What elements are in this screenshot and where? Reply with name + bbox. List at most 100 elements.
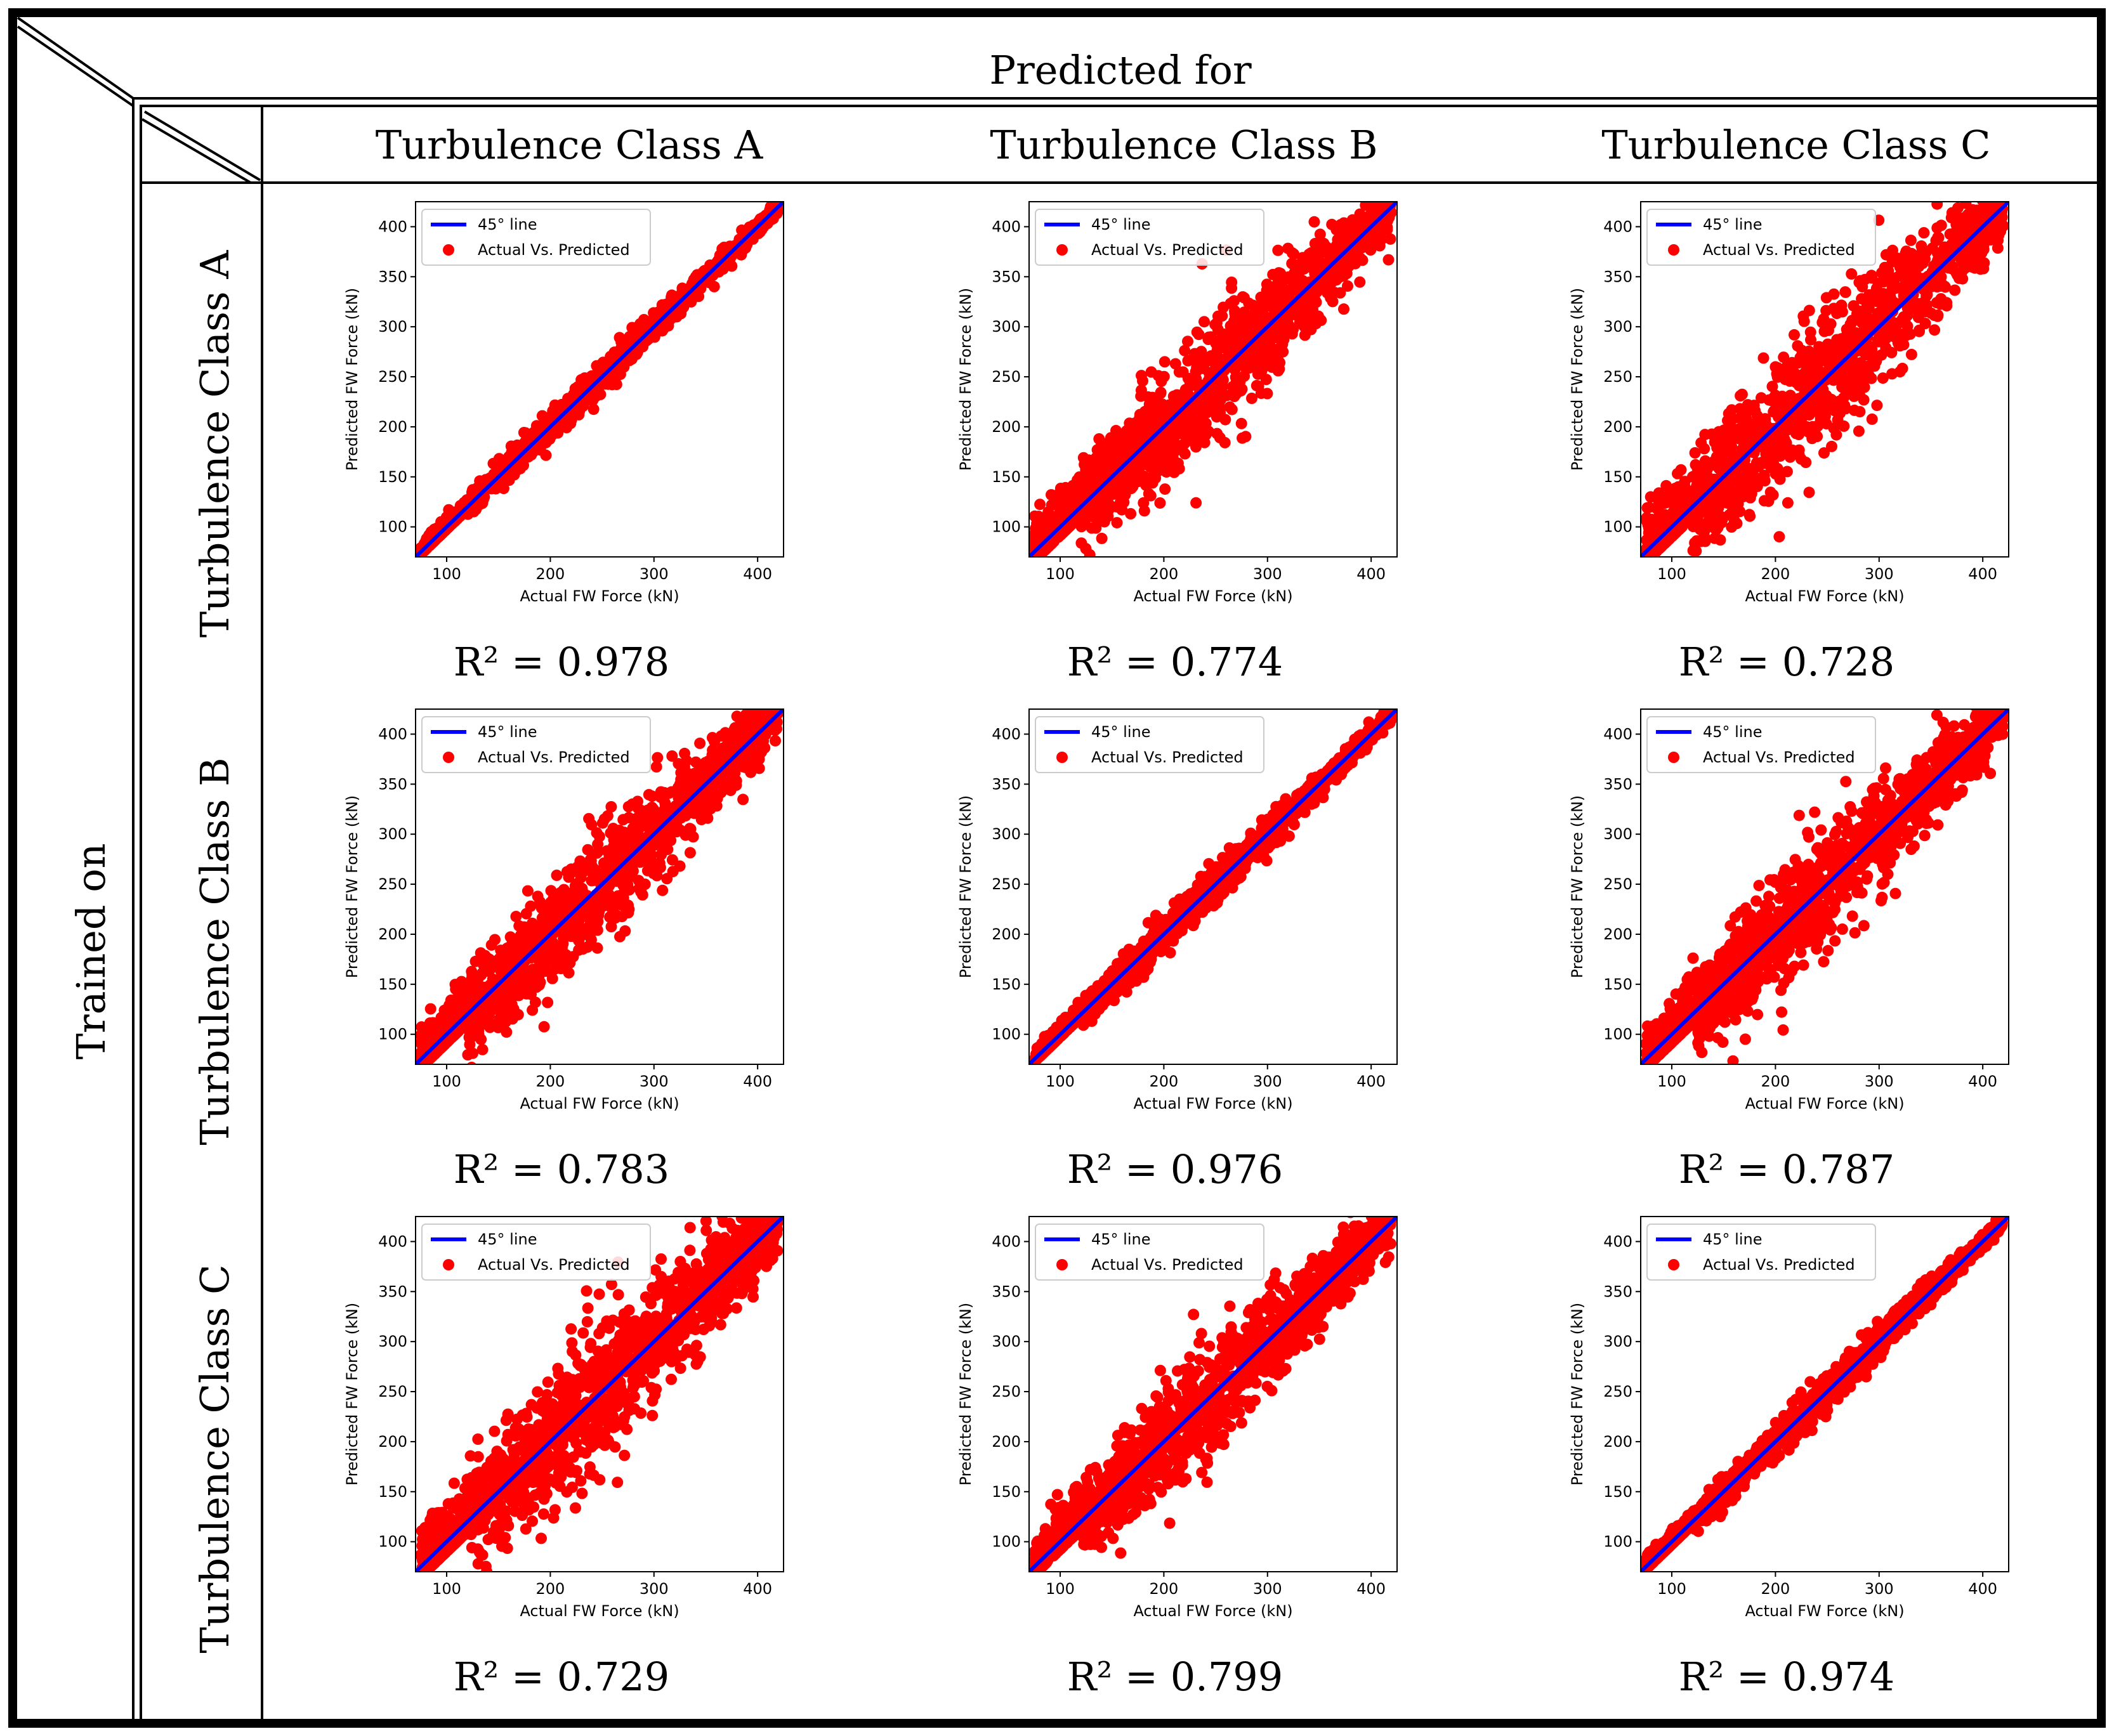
data-point — [1211, 411, 1223, 423]
data-point — [1176, 441, 1188, 453]
data-point — [1818, 325, 1830, 337]
data-point — [662, 844, 674, 856]
data-point — [1286, 328, 1298, 340]
data-point — [1818, 346, 1830, 358]
data-point — [1905, 234, 1917, 246]
data-point — [1304, 298, 1316, 310]
data-point — [1213, 352, 1224, 364]
data-point — [1803, 486, 1815, 499]
data-point — [1782, 497, 1794, 509]
data-point — [1744, 510, 1756, 522]
row-header-class-c: Turbulence Class C — [192, 1264, 238, 1653]
data-point — [1672, 467, 1683, 480]
data-point — [424, 1003, 437, 1015]
data-point — [1252, 353, 1264, 365]
data-point — [1886, 256, 1898, 268]
y-tick-label: 400 — [378, 218, 407, 235]
data-point — [1848, 359, 1860, 371]
y-tick-label: 150 — [1603, 468, 1632, 486]
data-point — [1382, 254, 1395, 266]
data-point — [1758, 469, 1770, 481]
data-point — [1944, 228, 1956, 240]
data-point — [1912, 306, 1924, 318]
data-point — [1732, 498, 1744, 510]
data-point — [1736, 388, 1748, 400]
data-point — [1111, 517, 1123, 529]
legend-box — [1646, 209, 1876, 266]
data-point — [1177, 366, 1189, 378]
data-point — [1150, 472, 1162, 484]
data-point — [1120, 425, 1132, 437]
data-point — [1816, 410, 1828, 422]
col-header-class-b: Turbulence Class B — [990, 122, 1377, 168]
data-point — [1299, 329, 1311, 341]
data-point — [1920, 245, 1933, 258]
y-tick-label: 200 — [1603, 418, 1632, 436]
data-point — [1817, 384, 1829, 396]
data-point — [1709, 532, 1721, 544]
data-point — [1853, 425, 1865, 437]
data-point — [1833, 395, 1845, 407]
plot-area-frame — [1028, 201, 1398, 558]
trained-on-label: Trained on — [68, 843, 114, 1059]
data-point — [1860, 314, 1872, 326]
data-point — [1787, 444, 1798, 456]
data-point — [1825, 318, 1837, 330]
data-point — [1804, 326, 1816, 338]
data-point — [1063, 520, 1075, 532]
data-point — [1848, 300, 1860, 312]
data-point — [1237, 432, 1248, 444]
data-point — [1754, 419, 1766, 431]
scatter-points — [1029, 202, 1397, 557]
data-point — [1820, 304, 1832, 317]
data-point — [582, 844, 594, 856]
x-tick-label: 400 — [743, 565, 772, 583]
data-point — [1179, 344, 1191, 356]
data-point — [1660, 497, 1672, 509]
data-point — [1904, 328, 1916, 340]
data-point — [1816, 317, 1828, 329]
data-point — [1190, 429, 1202, 441]
data-point — [1219, 436, 1231, 448]
data-point — [1308, 216, 1320, 228]
data-point — [477, 494, 489, 506]
data-point — [1893, 338, 1905, 350]
data-point — [1211, 427, 1223, 440]
data-point — [1198, 429, 1210, 441]
data-point — [1679, 480, 1691, 492]
data-point — [1099, 447, 1111, 459]
data-point — [1726, 521, 1738, 533]
r-squared-label: R² = 0.978 — [454, 639, 669, 685]
x-tick-label: 200 — [535, 565, 565, 583]
data-point — [1795, 453, 1807, 465]
data-point — [1918, 227, 1930, 238]
data-point — [1218, 301, 1230, 313]
data-point — [1858, 372, 1870, 384]
data-point — [1777, 445, 1789, 457]
data-point — [1764, 440, 1776, 452]
data-point — [563, 967, 575, 979]
data-point — [1169, 358, 1181, 370]
data-point — [1334, 239, 1346, 251]
data-point — [1314, 228, 1326, 240]
data-point — [666, 291, 678, 303]
y-axis-label: Predicted FW Force (kN) — [1568, 288, 1586, 471]
data-point — [1945, 240, 1957, 252]
data-point — [1278, 334, 1290, 346]
data-point — [1149, 445, 1161, 457]
y-tick-label: 100 — [378, 518, 407, 536]
data-point — [1327, 275, 1339, 287]
data-point — [1261, 388, 1273, 400]
data-point — [1144, 454, 1156, 466]
data-point — [1871, 400, 1883, 412]
data-point — [1731, 467, 1743, 479]
scatter-panel-1-1: 100 200 300 400100150200250300350400Actual … — [343, 201, 784, 685]
data-point — [1709, 512, 1721, 525]
data-point — [520, 427, 532, 439]
data-point — [1232, 375, 1244, 387]
data-point — [1103, 490, 1115, 502]
data-point — [1884, 291, 1896, 303]
